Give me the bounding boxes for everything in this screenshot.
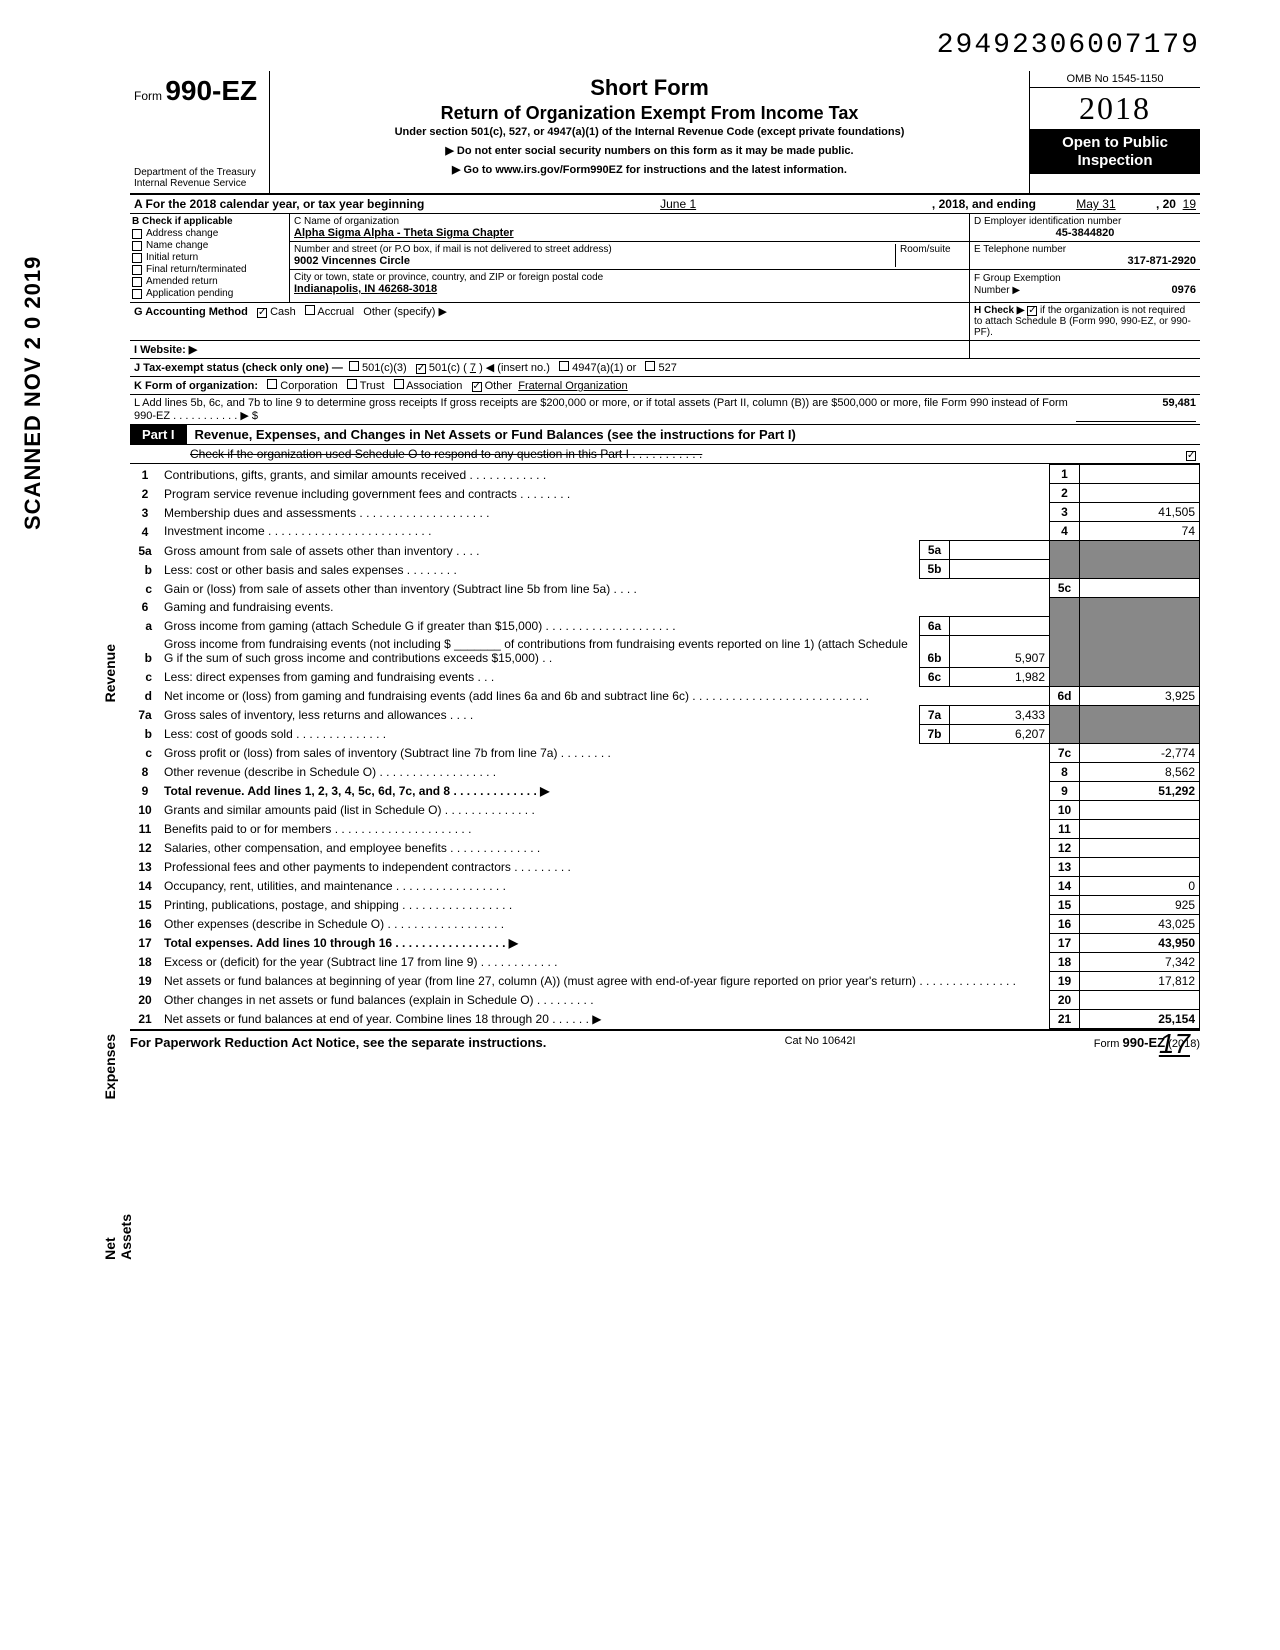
form-number: Form 990-EZ	[134, 75, 265, 107]
part-badge: Part I	[130, 425, 187, 444]
line-21: 21Net assets or fund balances at end of …	[130, 1009, 1200, 1028]
room-suite-label: Room/suite	[895, 244, 965, 267]
open-public-badge: Open to PublicInspection	[1030, 130, 1200, 174]
line-15: 15Printing, publications, postage, and s…	[130, 895, 1200, 914]
line-6c: cLess: direct expenses from gaming and f…	[130, 667, 1200, 686]
line-5b: bLess: cost or other basis and sales exp…	[130, 560, 1200, 579]
tax-year: 2018	[1030, 88, 1200, 130]
row-k: K Form of organization: Corporation Trus…	[130, 377, 1200, 395]
line-6a: aGross income from gaming (attach Schedu…	[130, 616, 1200, 635]
chk-assoc[interactable]	[394, 379, 404, 389]
line-5c: cGain or (loss) from sale of assets othe…	[130, 579, 1200, 598]
line-6: 6Gaming and fundraising events.	[130, 598, 1200, 617]
chk-address-change[interactable]: Address change	[132, 228, 287, 239]
section-revenue-label: Revenue	[102, 644, 118, 702]
city-value: Indianapolis, IN 46268-3018	[294, 283, 437, 295]
gross-receipts: 59,481	[1162, 397, 1196, 409]
check-if-schedule-o: Check if the organization used Schedule …	[130, 445, 1200, 464]
line-6b: bGross income from fundraising events (n…	[130, 635, 1200, 667]
chk-application-pending[interactable]: Application pending	[132, 288, 287, 299]
line-7a: 7aGross sales of inventory, less returns…	[130, 705, 1200, 724]
part-title: Revenue, Expenses, and Changes in Net As…	[195, 427, 796, 442]
line-8: 8Other revenue (describe in Schedule O) …	[130, 762, 1200, 781]
group-exemption-label: F Group Exemption	[974, 273, 1061, 284]
part-i-lines: Revenue Expenses Net Assets 1Contributio…	[130, 464, 1200, 1029]
line-6d: dNet income or (loss) from gaming and fu…	[130, 686, 1200, 705]
group-exemption-value: 0976	[1172, 284, 1196, 296]
scanned-stamp: SCANNED NOV 2 0 2019	[20, 256, 46, 530]
phone-label: E Telephone number	[974, 244, 1196, 255]
part-i-header: Part I Revenue, Expenses, and Changes in…	[130, 425, 1200, 445]
line-18: 18Excess or (deficit) for the year (Subt…	[130, 952, 1200, 971]
line-19: 19Net assets or fund balances at beginni…	[130, 971, 1200, 990]
cat-no: Cat No 10642I	[785, 1035, 856, 1050]
city-label: City or town, state or province, country…	[294, 272, 965, 283]
line-5a: 5aGross amount from sale of assets other…	[130, 541, 1200, 560]
dept-treasury: Department of the Treasury	[134, 167, 265, 178]
other-org-value: Fraternal Organization	[518, 380, 627, 392]
line-12: 12Salaries, other compensation, and empl…	[130, 838, 1200, 857]
line-20: 20Other changes in net assets or fund ba…	[130, 990, 1200, 1009]
col-def: D Employer identification number 45-3844…	[970, 214, 1200, 302]
line-1: 1Contributions, gifts, grants, and simil…	[130, 465, 1200, 484]
chk-name-change[interactable]: Name change	[132, 240, 287, 251]
line-3: 3Membership dues and assessments . . . .…	[130, 503, 1200, 522]
street-value: 9002 Vincennes Circle	[294, 255, 410, 267]
phone-value: 317-871-2920	[1127, 255, 1196, 267]
irs-label: Internal Revenue Service	[134, 178, 265, 189]
chk-amended-return[interactable]: Amended return	[132, 276, 287, 287]
row-a-calendar-year: A For the 2018 calendar year, or tax yea…	[130, 195, 1200, 214]
section-expenses-label: Expenses	[102, 1034, 118, 1099]
chk-other-org[interactable]	[472, 382, 482, 392]
omb-number: OMB No 1545-1150	[1030, 71, 1200, 88]
row-l: L Add lines 5b, 6c, and 7b to line 9 to …	[130, 395, 1200, 425]
line-9: 9Total revenue. Add lines 1, 2, 3, 4, 5c…	[130, 781, 1200, 800]
col-c-org-info: C Name of organization Alpha Sigma Alpha…	[290, 214, 970, 302]
line-11: 11Benefits paid to or for members . . . …	[130, 819, 1200, 838]
page-footer: For Paperwork Reduction Act Notice, see …	[130, 1029, 1200, 1050]
no-ssn-note: ▶ Do not enter social security numbers o…	[278, 144, 1021, 157]
org-name: Alpha Sigma Alpha - Theta Sigma Chapter	[294, 227, 514, 239]
name-label: C Name of organization	[294, 216, 965, 227]
chk-trust[interactable]	[347, 379, 357, 389]
goto-note: ▶ Go to www.irs.gov/Form990EZ for instru…	[278, 163, 1021, 176]
row-i: I Website: ▶	[130, 341, 1200, 359]
line-7c: cGross profit or (loss) from sales of in…	[130, 743, 1200, 762]
chk-initial-return[interactable]: Initial return	[132, 252, 287, 263]
line-16: 16Other expenses (describe in Schedule O…	[130, 914, 1200, 933]
line-2: 2Program service revenue including gover…	[130, 484, 1200, 503]
line-7b: bLess: cost of goods sold . . . . . . . …	[130, 724, 1200, 743]
form-subtitle: Return of Organization Exempt From Incom…	[278, 103, 1021, 124]
line-13: 13Professional fees and other payments t…	[130, 857, 1200, 876]
ein-value: 45-3844820	[1056, 227, 1115, 239]
under-section: Under section 501(c), 527, or 4947(a)(1)…	[278, 126, 1021, 138]
chk-final-return[interactable]: Final return/terminated	[132, 264, 287, 275]
line-4: 4Investment income . . . . . . . . . . .…	[130, 522, 1200, 541]
line-14: 14Occupancy, rent, utilities, and mainte…	[130, 876, 1200, 895]
top-right-number: 29492306007179	[130, 30, 1200, 61]
chk-501c3[interactable]	[349, 361, 359, 371]
chk-4947[interactable]	[559, 361, 569, 371]
chk-cash[interactable]	[257, 308, 267, 318]
col-b-check-applicable: B Check if applicable Address change Nam…	[130, 214, 290, 302]
line-17: 17Total expenses. Add lines 10 through 1…	[130, 933, 1200, 952]
chk-527[interactable]	[645, 361, 655, 371]
line-10: 10Grants and similar amounts paid (list …	[130, 800, 1200, 819]
street-label: Number and street (or P.O box, if mail i…	[294, 244, 895, 255]
form-title: Short Form	[278, 75, 1021, 101]
ein-label: D Employer identification number	[974, 216, 1196, 227]
form-header: Form 990-EZ Department of the Treasury I…	[130, 71, 1200, 195]
section-netassets-label: Net Assets	[102, 1214, 134, 1260]
chk-schedule-o[interactable]	[1186, 451, 1196, 461]
paperwork-notice: For Paperwork Reduction Act Notice, see …	[130, 1035, 546, 1050]
chk-accrual[interactable]	[305, 305, 315, 315]
row-j: J Tax-exempt status (check only one) — 5…	[130, 359, 1200, 377]
handwritten-page-number: 17	[1159, 1028, 1190, 1060]
chk-501c[interactable]	[416, 364, 426, 374]
section-bcdef: B Check if applicable Address change Nam…	[130, 214, 1200, 303]
chk-h[interactable]	[1027, 306, 1037, 316]
row-g-h: G Accounting Method Cash Accrual Other (…	[130, 303, 1200, 341]
chk-corp[interactable]	[267, 379, 277, 389]
